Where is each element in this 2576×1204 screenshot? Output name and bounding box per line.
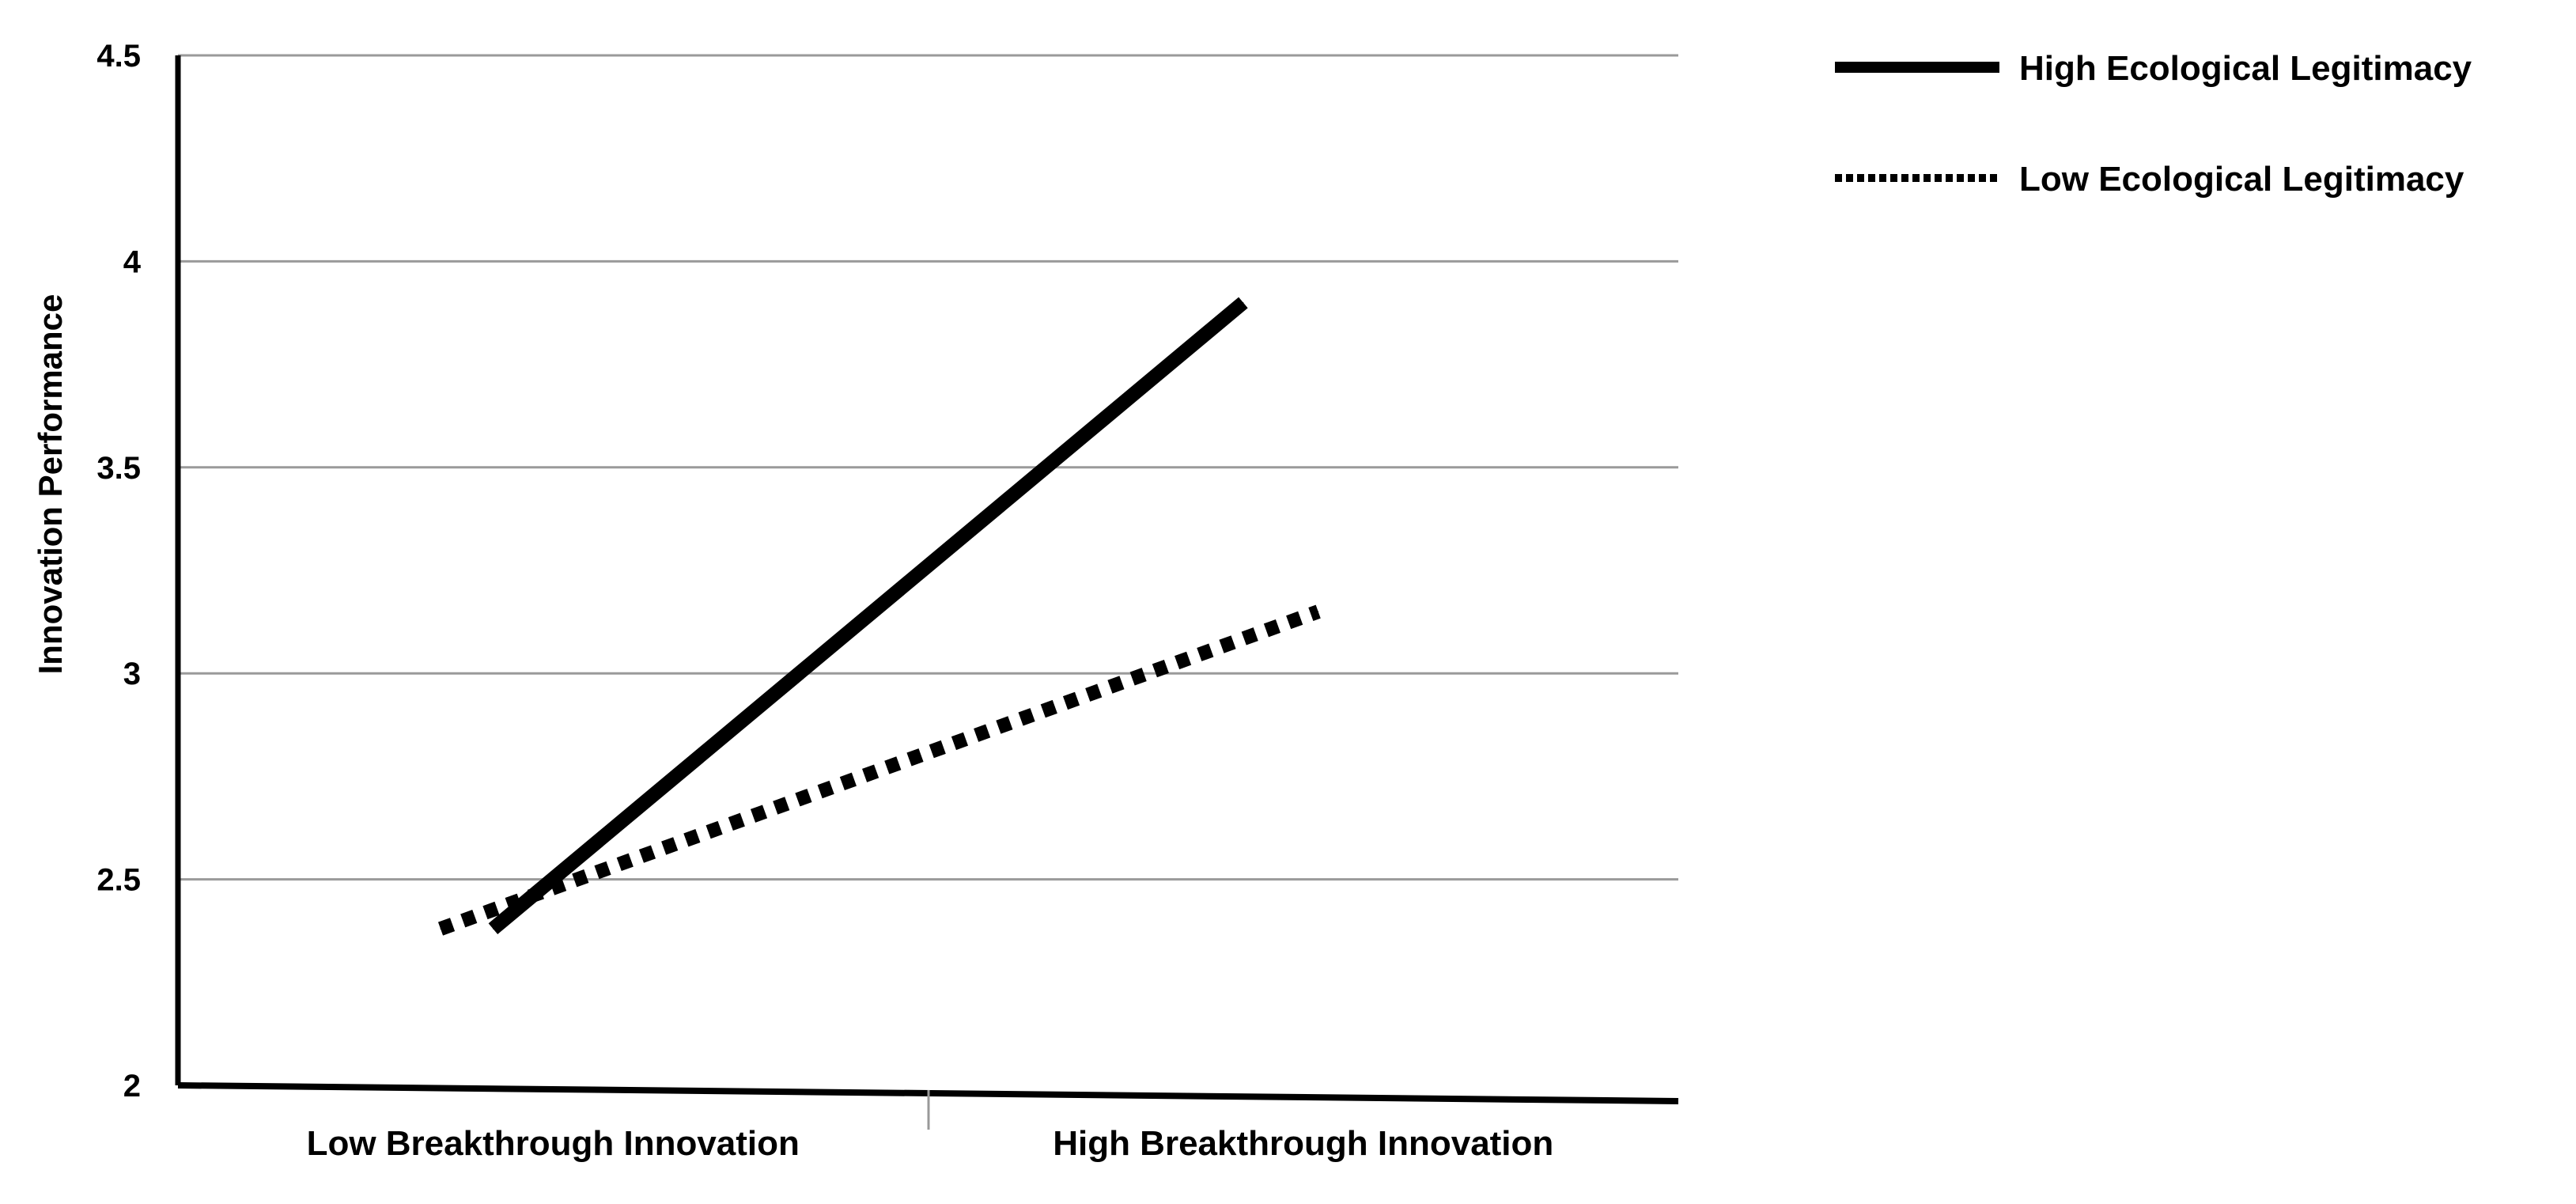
y-tick-label: 2 [123, 1069, 141, 1104]
axes [175, 55, 1679, 1130]
gridlines [178, 54, 1678, 881]
low-series-line [437, 604, 1321, 936]
legend-label: High Ecological Legitimacy [2019, 49, 2472, 88]
y-tick-label: 2.5 [96, 863, 141, 898]
legend-label: Low Ecological Legitimacy [2019, 160, 2464, 199]
x-category-label: High Breakthrough Innovation [1053, 1124, 1553, 1163]
y-tick-label: 4 [123, 244, 142, 279]
legend: High Ecological Legitimacy Low Ecological… [1835, 49, 2472, 199]
data-point [492, 928, 494, 930]
y-tick-label: 3 [123, 657, 141, 691]
high-series-line [488, 297, 1248, 935]
x-category-label: Low Breakthrough Innovation [307, 1124, 800, 1163]
y-tick-labels: 2 2.5 3 3.5 4 4.5 [96, 39, 141, 1104]
y-axis-title: Innovation Performance [32, 294, 69, 675]
data-point [440, 928, 441, 930]
series-lines [437, 297, 1321, 936]
x-category-labels: Low Breakthrough Innovation High Breakthr… [307, 1124, 1554, 1163]
y-tick-label: 3.5 [96, 451, 141, 486]
y-tick-label: 4.5 [96, 39, 141, 74]
